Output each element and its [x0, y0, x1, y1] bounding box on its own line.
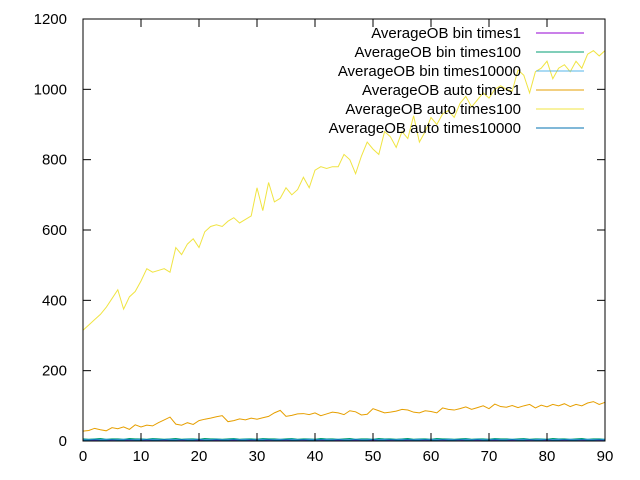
x-tick-label: 50	[365, 448, 382, 465]
x-tick-label: 20	[191, 448, 208, 465]
y-tick-label: 400	[42, 292, 67, 309]
series-line-4	[82, 401, 606, 432]
y-tick-label: 1200	[34, 11, 67, 28]
x-tick-label: 80	[539, 448, 556, 465]
x-tick-label: 30	[249, 448, 266, 465]
series-layer	[82, 50, 606, 441]
x-tick-label: 70	[481, 448, 498, 465]
axes-layer: 0 10 20 30 40 50 60 70 80 90 0 200 400 600 800 1000 1200	[34, 11, 614, 465]
legend-label: AverageOB auto times1	[362, 82, 521, 99]
legend-label: AverageOB auto times100	[345, 101, 521, 118]
legend: AverageOB bin times1 AverageOB bin times1…	[329, 25, 584, 137]
x-tick-label: 40	[307, 448, 324, 465]
legend-label: AverageOB bin times1	[371, 25, 521, 42]
y-tick-label: 600	[42, 222, 67, 239]
x-tick-label: 60	[423, 448, 440, 465]
plot-border	[82, 18, 606, 442]
y-tick-label: 800	[42, 152, 67, 169]
y-tick-label: 0	[59, 433, 67, 450]
legend-label: AverageOB bin times100	[355, 44, 522, 61]
y-tick-label: 200	[42, 363, 67, 380]
y-tick-label: 1000	[34, 81, 67, 98]
x-tick-label: 90	[597, 448, 614, 465]
legend-label: AverageOB auto times10000	[329, 120, 521, 137]
x-tick-label: 10	[133, 448, 150, 465]
series-line-5	[82, 50, 606, 331]
legend-label: AverageOB bin times10000	[338, 63, 521, 80]
x-tick-label: 0	[79, 448, 87, 465]
